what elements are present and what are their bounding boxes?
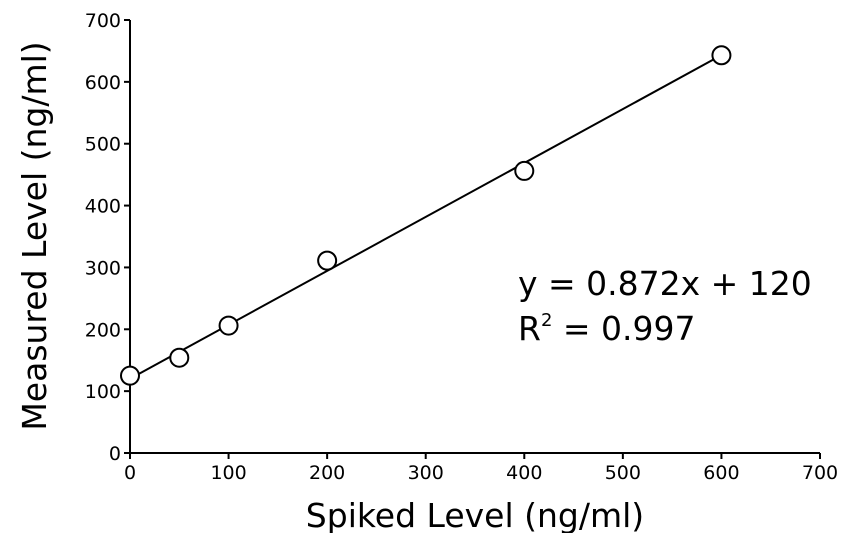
- data-point-3: [317, 250, 338, 271]
- x-axis-title: Spiked Level (ng/ml): [306, 496, 644, 533]
- data-point-0: [120, 365, 140, 386]
- x-tick-label-0: 0: [124, 462, 136, 484]
- y-axis-title: Measured Level (ng/ml): [15, 41, 54, 430]
- ticks: 0 100 200 300 400 500 600 700 0 100 200 300 400 500 60…: [85, 10, 838, 484]
- y-tick-label-200: 200: [85, 319, 121, 341]
- data-points: [120, 45, 732, 386]
- regression-equation: y = 0.872x + 120: [518, 264, 812, 303]
- y-tick-label-0: 0: [109, 443, 121, 465]
- x-tick-label-600: 600: [703, 462, 739, 484]
- data-point-5: [711, 45, 732, 66]
- y-tick-label-100: 100: [85, 381, 121, 403]
- data-point-1: [169, 347, 190, 368]
- y-tick-label-300: 300: [85, 257, 121, 279]
- x-tick-label-400: 400: [506, 462, 542, 484]
- y-tick-label-700: 700: [85, 10, 121, 32]
- r-squared-label: R2 = 0.997: [518, 309, 696, 348]
- axes: [129, 20, 820, 454]
- y-tick-label-600: 600: [85, 72, 121, 94]
- data-point-2: [218, 315, 239, 336]
- x-tick-label-100: 100: [210, 462, 246, 484]
- y-tick-label-500: 500: [85, 134, 121, 156]
- x-tick-label-500: 500: [605, 462, 641, 484]
- x-tick-label-700: 700: [802, 462, 838, 484]
- data-point-4: [514, 160, 535, 181]
- y-tick-label-400: 400: [85, 196, 121, 218]
- r-squared-letter: R: [518, 309, 541, 348]
- r-squared-exponent: 2: [541, 310, 552, 331]
- r-squared-value: = 0.997: [552, 309, 695, 348]
- x-tick-label-200: 200: [309, 462, 345, 484]
- x-tick-label-300: 300: [408, 462, 444, 484]
